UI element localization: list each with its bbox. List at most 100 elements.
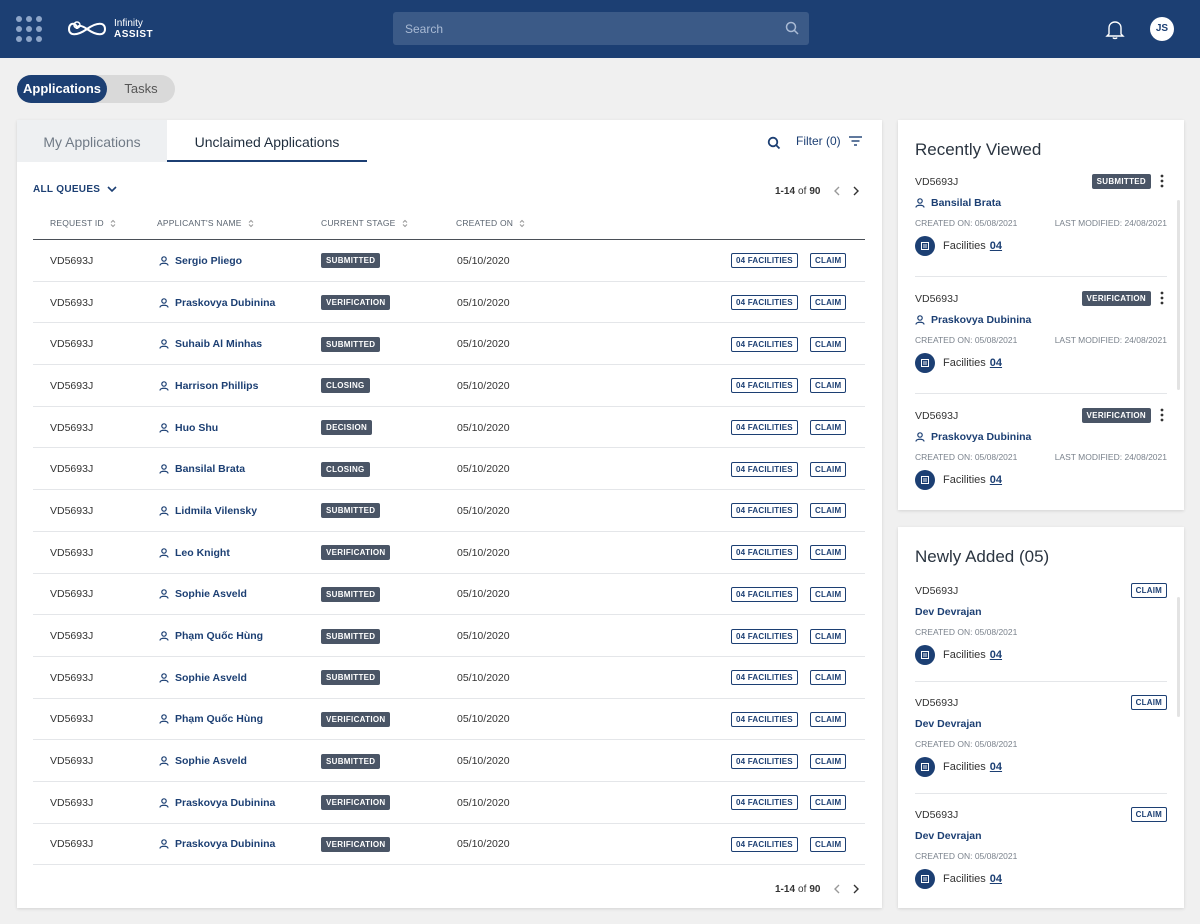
tab-my-applications[interactable]: My Applications [17,120,167,162]
claim-button[interactable]: CLAIM [810,420,847,436]
column-request-id[interactable]: REQUEST ID [50,218,116,228]
applicant-name-link[interactable]: Bansilal Brata [915,197,1001,209]
table-row[interactable]: VD5693J Huo Shu DECISION 05/10/2020 04 FACIL… [33,407,865,449]
claim-button[interactable]: CLAIM [810,628,847,644]
applicant-name-link[interactable]: Dev Devrajan [915,830,982,842]
table-row[interactable]: VD5693J Sergio Pliego SUBMITTED 05/10/2020 0… [33,240,865,282]
facilities-button[interactable]: 04 FACILITIES [731,628,798,644]
applicant-name-link[interactable]: Praskovya Dubinina [159,782,275,824]
apps-grid-icon[interactable] [16,16,42,42]
claim-button[interactable]: CLAIM [1130,807,1167,822]
table-row[interactable]: VD5693J Bansilal Brata CLOSING 05/10/2020 04… [33,448,865,491]
applicant-name-link[interactable]: Sophie Asveld [159,574,247,616]
new-item[interactable]: VD5693J CLAIM Dev Devrajan CREATED ON: 05/0… [915,695,1167,777]
facilities-button[interactable]: 04 FACILITIES [731,670,798,686]
facilities-button[interactable]: 04 FACILITIES [731,295,798,311]
table-row[interactable]: VD5693J Harrison Phillips CLOSING 05/10/202… [33,365,865,407]
facilities-count-link[interactable]: 04 [989,240,1003,252]
applicant-name-link[interactable]: Praskovya Dubinina [159,824,275,866]
applicant-name-link[interactable]: Dev Devrajan [915,606,982,618]
claim-button[interactable]: CLAIM [810,836,847,852]
more-options-icon[interactable] [1157,290,1167,306]
facilities-button[interactable]: 04 FACILITIES [731,586,798,602]
table-row[interactable]: VD5693J Leo Knight VERIFICATION 05/10/2020 0… [33,532,865,574]
facilities-count-link[interactable]: 04 [989,649,1003,661]
column-created-on[interactable]: CREATED ON [456,218,525,228]
table-row[interactable]: VD5693J Praskovya Dubinina VERIFICATION 05/… [33,282,865,324]
applicant-name-link[interactable]: Dev Devrajan [915,718,982,730]
facilities-count-link[interactable]: 04 [989,873,1003,885]
facilities-button[interactable]: 04 FACILITIES [731,545,798,561]
more-options-icon[interactable] [1157,173,1167,189]
table-row[interactable]: VD5693J Lidmila Vilensky SUBMITTED 05/10/20… [33,490,865,532]
table-row[interactable]: VD5693J Phạm Quốc Hùng VERIFICATION 05/10/2… [33,699,865,741]
applicant-name-link[interactable]: Praskovya Dubinina [915,431,1031,443]
facilities-button[interactable]: 04 FACILITIES [731,378,798,394]
claim-button[interactable]: CLAIM [810,586,847,602]
claim-button[interactable]: CLAIM [810,503,847,519]
applicant-name-link[interactable]: Suhaib Al Minhas [159,323,262,365]
table-row[interactable]: VD5693J Praskovya Dubinina VERIFICATION 05/… [33,824,865,866]
table-row[interactable]: VD5693J Sophie Asveld SUBMITTED 05/10/2020 0… [33,574,865,616]
claim-button[interactable]: CLAIM [810,336,847,352]
column-applicant-name[interactable]: APPLICANT'S NAME [157,218,254,228]
facilities-button[interactable]: 04 FACILITIES [731,461,798,477]
claim-button[interactable]: CLAIM [810,795,847,811]
applicant-name-link[interactable]: Sergio Pliego [159,240,242,282]
queue-selector[interactable]: ALL QUEUES [33,184,117,195]
recent-item[interactable]: VD5693J SUBMITTED Bansilal Brata CREATED ON… [915,173,1167,256]
facilities-button[interactable]: 04 FACILITIES [731,336,798,352]
facilities-count-link[interactable]: 04 [989,357,1003,369]
column-current-stage[interactable]: CURRENT STAGE [321,218,408,228]
facilities-button[interactable]: 04 FACILITIES [731,503,798,519]
claim-button[interactable]: CLAIM [810,711,847,727]
claim-button[interactable]: CLAIM [1130,583,1167,598]
facilities-button[interactable]: 04 FACILITIES [731,795,798,811]
user-avatar[interactable]: JS [1150,17,1174,41]
applicant-name-link[interactable]: Sophie Asveld [159,740,247,782]
claim-button[interactable]: CLAIM [810,378,847,394]
facilities-button[interactable]: 04 FACILITIES [731,711,798,727]
facilities-button[interactable]: 04 FACILITIES [731,753,798,769]
facilities-button[interactable]: 04 FACILITIES [731,253,798,269]
chevron-left-icon[interactable] [828,183,844,199]
table-row[interactable]: VD5693J Phạm Quốc Hùng SUBMITTED 05/10/2020… [33,615,865,657]
new-item[interactable]: VD5693J CLAIM Dev Devrajan CREATED ON: 05/0… [915,583,1167,665]
table-row[interactable]: VD5693J Praskovya Dubinina VERIFICATION 05/… [33,782,865,824]
applicant-name-link[interactable]: Praskovya Dubinina [159,282,275,324]
tasks-segment[interactable]: Tasks [107,75,175,103]
applicant-name-link[interactable]: Phạm Quốc Hùng [159,615,263,657]
facilities-count-link[interactable]: 04 [989,761,1003,773]
tab-unclaimed-applications[interactable]: Unclaimed Applications [167,120,367,162]
search-icon[interactable] [767,136,781,150]
applicant-name-link[interactable]: Leo Knight [159,532,230,574]
applicant-name-link[interactable]: Huo Shu [159,407,218,449]
applicant-name-link[interactable]: Bansilal Brata [159,448,245,490]
facilities-button[interactable]: 04 FACILITIES [731,836,798,852]
filter-button[interactable]: Filter (0) [796,134,862,148]
applicant-name-link[interactable]: Praskovya Dubinina [915,314,1031,326]
app-logo[interactable]: Infinity ASSIST [66,14,153,44]
applicant-name-link[interactable]: Phạm Quốc Hùng [159,699,263,741]
claim-button[interactable]: CLAIM [810,295,847,311]
claim-button[interactable]: CLAIM [810,545,847,561]
claim-button[interactable]: CLAIM [810,461,847,477]
claim-button[interactable]: CLAIM [810,670,847,686]
chevron-right-icon[interactable] [848,881,864,897]
search-input[interactable] [393,12,773,45]
table-row[interactable]: VD5693J Sophie Asveld SUBMITTED 05/10/2020 0… [33,657,865,699]
claim-button[interactable]: CLAIM [1130,695,1167,710]
applications-segment[interactable]: Applications [17,75,107,103]
chevron-right-icon[interactable] [848,183,864,199]
applicant-name-link[interactable]: Lidmila Vilensky [159,490,257,532]
table-row[interactable]: VD5693J Sophie Asveld SUBMITTED 05/10/2020 0… [33,740,865,782]
recent-item[interactable]: VD5693J VERIFICATION Praskovya Dubinina CRE… [915,290,1167,373]
claim-button[interactable]: CLAIM [810,753,847,769]
scrollbar[interactable] [1177,200,1180,390]
facilities-count-link[interactable]: 04 [989,474,1003,486]
applicant-name-link[interactable]: Harrison Phillips [159,365,258,407]
more-options-icon[interactable] [1157,407,1167,423]
scrollbar[interactable] [1177,597,1180,717]
claim-button[interactable]: CLAIM [810,253,847,269]
recent-item[interactable]: VD5693J VERIFICATION Praskovya Dubinina CRE… [915,407,1167,490]
